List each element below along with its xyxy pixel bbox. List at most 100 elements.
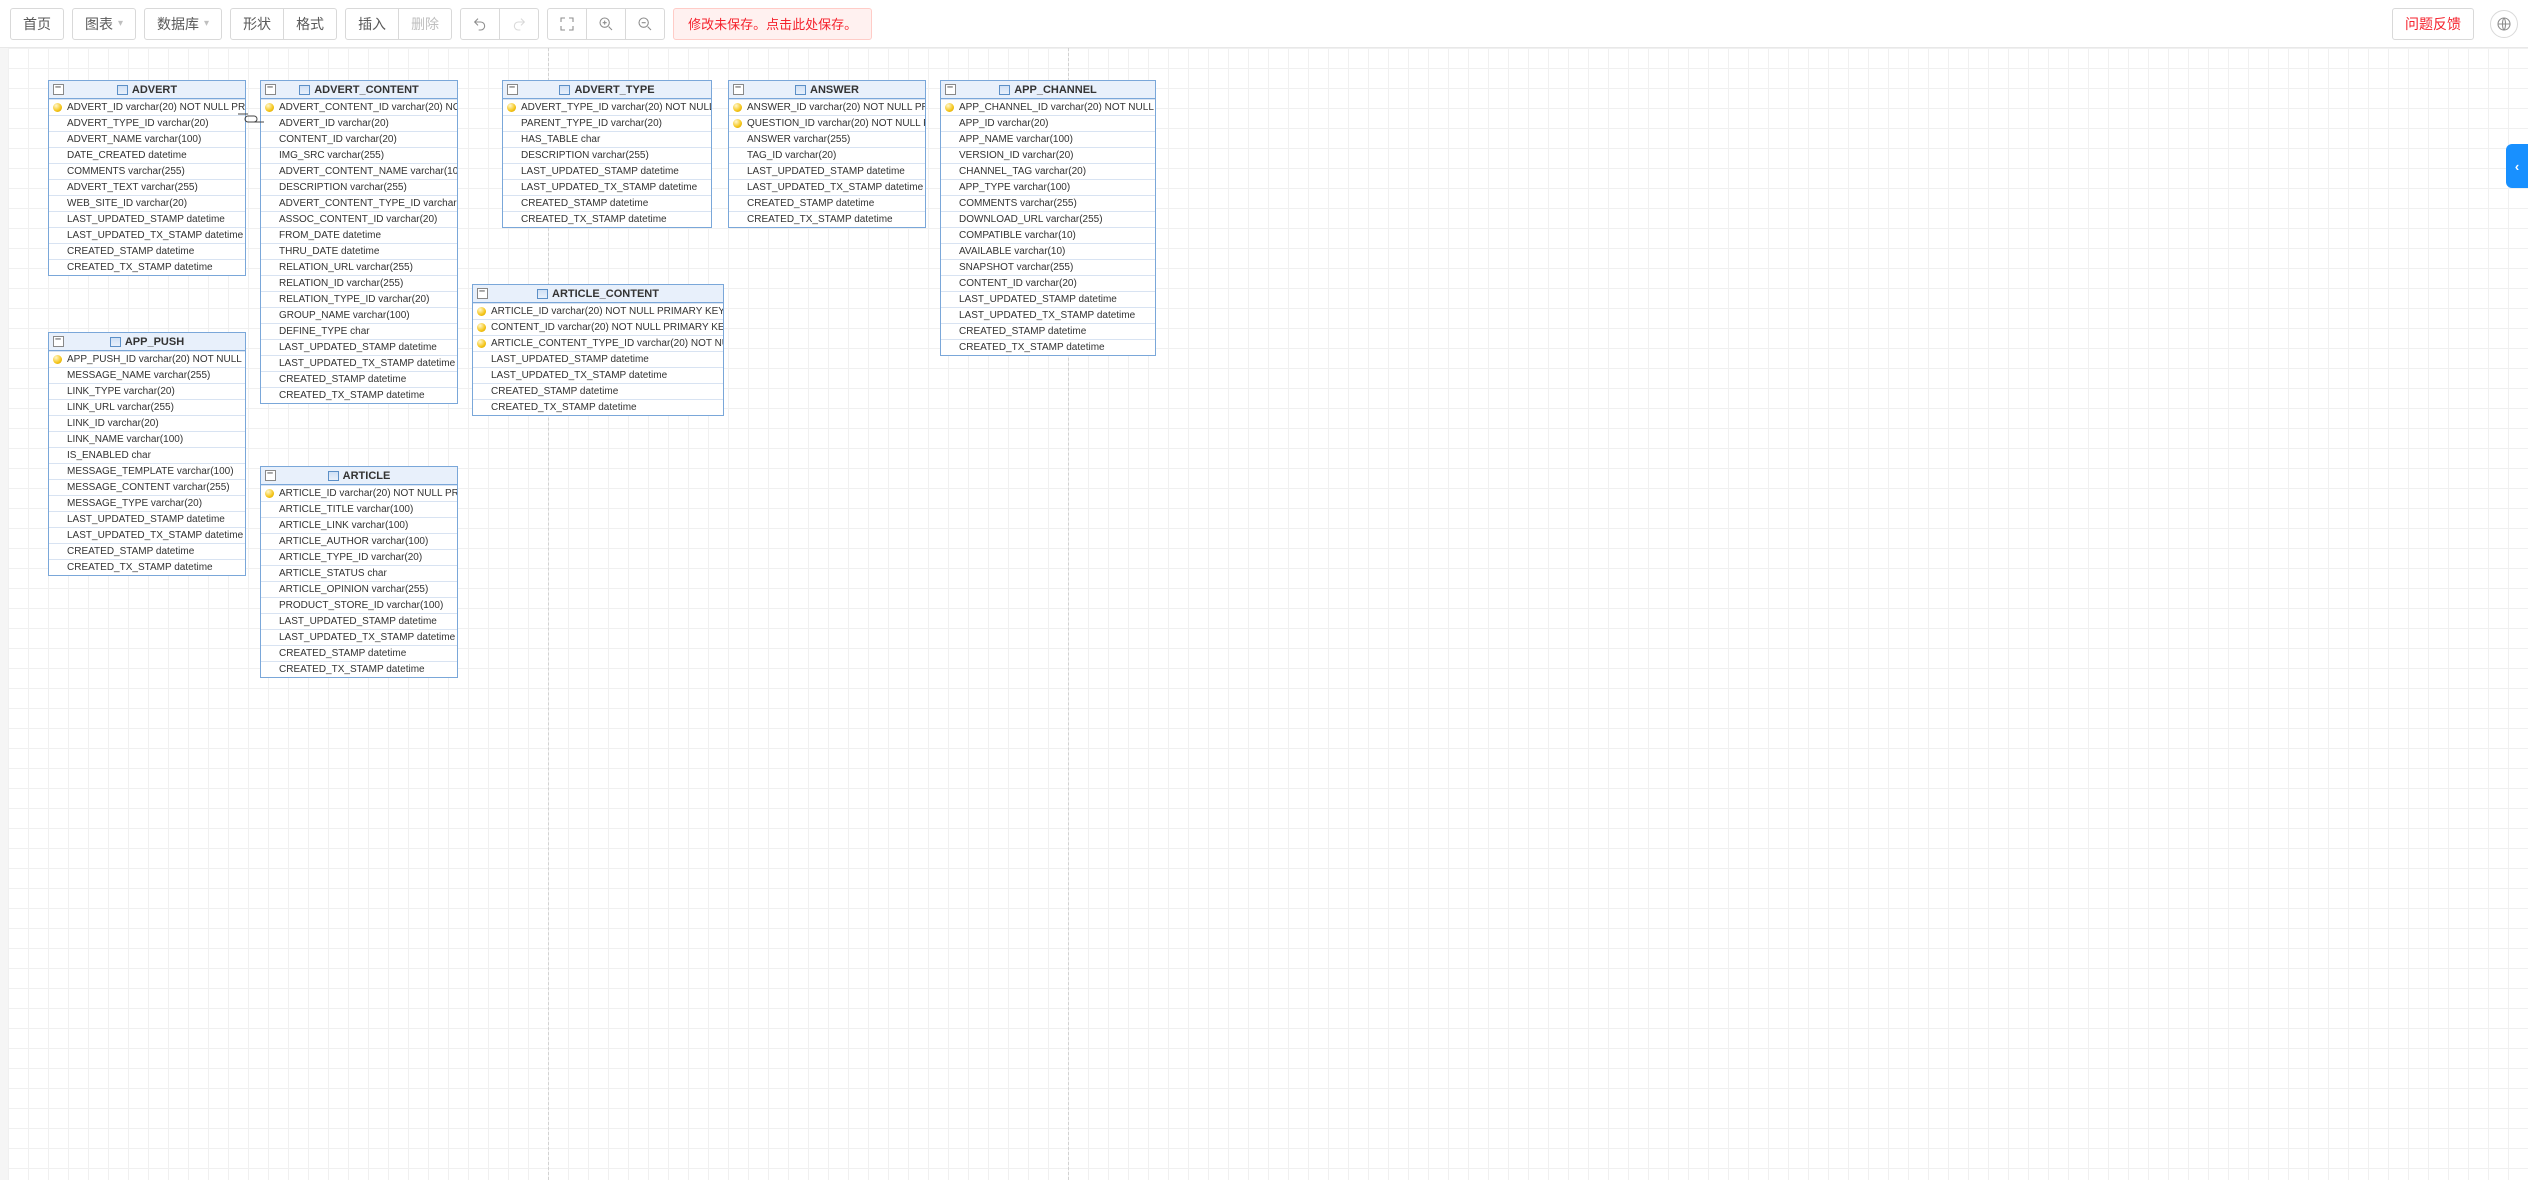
column-row[interactable]: ADVERT_TYPE_ID varchar(20) bbox=[49, 115, 245, 131]
column-row[interactable]: CREATED_STAMP datetime bbox=[473, 383, 723, 399]
column-row[interactable]: ADVERT_CONTENT_TYPE_ID varchar(20) bbox=[261, 195, 457, 211]
column-row[interactable]: CREATED_TX_STAMP datetime bbox=[261, 387, 457, 403]
column-row[interactable]: COMMENTS varchar(255) bbox=[49, 163, 245, 179]
column-row[interactable]: APP_CHANNEL_ID varchar(20) NOT NULL PRIM… bbox=[941, 99, 1155, 115]
canvas[interactable]: ADVERTADVERT_ID varchar(20) NOT NULL PRI… bbox=[0, 48, 2528, 1180]
column-row[interactable]: ADVERT_ID varchar(20) NOT NULL PRIMARY K… bbox=[49, 99, 245, 115]
column-row[interactable]: LAST_UPDATED_STAMP datetime bbox=[49, 211, 245, 227]
column-row[interactable]: IS_ENABLED char bbox=[49, 447, 245, 463]
column-row[interactable]: CREATED_TX_STAMP datetime bbox=[941, 339, 1155, 355]
column-row[interactable]: CREATED_STAMP datetime bbox=[941, 323, 1155, 339]
collapse-icon[interactable] bbox=[265, 470, 276, 481]
erd-table-advert[interactable]: ADVERTADVERT_ID varchar(20) NOT NULL PRI… bbox=[48, 80, 246, 276]
column-row[interactable]: ADVERT_CONTENT_ID varchar(20) NOT NULL P… bbox=[261, 99, 457, 115]
collapse-icon[interactable] bbox=[507, 84, 518, 95]
collapse-icon[interactable] bbox=[265, 84, 276, 95]
column-row[interactable]: CREATED_TX_STAMP datetime bbox=[261, 661, 457, 677]
erd-table-article[interactable]: ARTICLEARTICLE_ID varchar(20) NOT NULL P… bbox=[260, 466, 458, 678]
column-row[interactable]: LAST_UPDATED_STAMP datetime bbox=[261, 613, 457, 629]
collapse-icon[interactable] bbox=[53, 336, 64, 347]
column-row[interactable]: CREATED_TX_STAMP datetime bbox=[729, 211, 925, 227]
column-row[interactable]: DESCRIPTION varchar(255) bbox=[503, 147, 711, 163]
collapse-icon[interactable] bbox=[53, 84, 64, 95]
column-row[interactable]: ADVERT_NAME varchar(100) bbox=[49, 131, 245, 147]
column-row[interactable]: LAST_UPDATED_STAMP datetime bbox=[941, 291, 1155, 307]
zoom-out-button[interactable] bbox=[625, 8, 665, 40]
column-row[interactable]: LAST_UPDATED_STAMP datetime bbox=[473, 351, 723, 367]
column-row[interactable]: TAG_ID varchar(20) bbox=[729, 147, 925, 163]
column-row[interactable]: LINK_NAME varchar(100) bbox=[49, 431, 245, 447]
column-row[interactable]: MESSAGE_NAME varchar(255) bbox=[49, 367, 245, 383]
column-row[interactable]: LINK_URL varchar(255) bbox=[49, 399, 245, 415]
column-row[interactable]: LAST_UPDATED_TX_STAMP datetime bbox=[941, 307, 1155, 323]
column-row[interactable]: LAST_UPDATED_TX_STAMP datetime bbox=[49, 227, 245, 243]
erd-table-answer[interactable]: ANSWERANSWER_ID varchar(20) NOT NULL PRI… bbox=[728, 80, 926, 228]
column-row[interactable]: WEB_SITE_ID varchar(20) bbox=[49, 195, 245, 211]
column-row[interactable]: FROM_DATE datetime bbox=[261, 227, 457, 243]
column-row[interactable]: CREATED_STAMP datetime bbox=[261, 645, 457, 661]
erd-table-advert_type[interactable]: ADVERT_TYPEADVERT_TYPE_ID varchar(20) NO… bbox=[502, 80, 712, 228]
column-row[interactable]: CREATED_STAMP datetime bbox=[49, 243, 245, 259]
column-row[interactable]: CHANNEL_TAG varchar(20) bbox=[941, 163, 1155, 179]
column-row[interactable]: DESCRIPTION varchar(255) bbox=[261, 179, 457, 195]
column-row[interactable]: LAST_UPDATED_TX_STAMP datetime bbox=[473, 367, 723, 383]
column-row[interactable]: MESSAGE_TYPE varchar(20) bbox=[49, 495, 245, 511]
collapse-icon[interactable] bbox=[945, 84, 956, 95]
side-panel-toggle[interactable]: ‹ bbox=[2506, 144, 2528, 188]
table-header[interactable]: ANSWER bbox=[729, 81, 925, 99]
erd-table-article_content[interactable]: ARTICLE_CONTENTARTICLE_ID varchar(20) NO… bbox=[472, 284, 724, 416]
column-row[interactable]: ARTICLE_OPINION varchar(255) bbox=[261, 581, 457, 597]
column-row[interactable]: ASSOC_CONTENT_ID varchar(20) bbox=[261, 211, 457, 227]
column-row[interactable]: ARTICLE_TITLE varchar(100) bbox=[261, 501, 457, 517]
erd-table-app_push[interactable]: APP_PUSHAPP_PUSH_ID varchar(20) NOT NULL… bbox=[48, 332, 246, 576]
column-row[interactable]: PRODUCT_STORE_ID varchar(100) bbox=[261, 597, 457, 613]
column-row[interactable]: ARTICLE_STATUS char bbox=[261, 565, 457, 581]
column-row[interactable]: RELATION_ID varchar(255) bbox=[261, 275, 457, 291]
table-header[interactable]: ARTICLE bbox=[261, 467, 457, 485]
column-row[interactable]: LAST_UPDATED_STAMP datetime bbox=[261, 339, 457, 355]
column-row[interactable]: APP_TYPE varchar(100) bbox=[941, 179, 1155, 195]
column-row[interactable]: CONTENT_ID varchar(20) NOT NULL PRIMARY … bbox=[473, 319, 723, 335]
column-row[interactable]: ADVERT_TEXT varchar(255) bbox=[49, 179, 245, 195]
column-row[interactable]: QUESTION_ID varchar(20) NOT NULL PRIMARY… bbox=[729, 115, 925, 131]
column-row[interactable]: IMG_SRC varchar(255) bbox=[261, 147, 457, 163]
column-row[interactable]: LAST_UPDATED_STAMP datetime bbox=[729, 163, 925, 179]
column-row[interactable]: ADVERT_ID varchar(20) bbox=[261, 115, 457, 131]
table-header[interactable]: APP_CHANNEL bbox=[941, 81, 1155, 99]
fit-screen-button[interactable] bbox=[547, 8, 587, 40]
column-row[interactable]: LINK_ID varchar(20) bbox=[49, 415, 245, 431]
column-row[interactable]: ARTICLE_LINK varchar(100) bbox=[261, 517, 457, 533]
column-row[interactable]: LAST_UPDATED_TX_STAMP datetime bbox=[49, 527, 245, 543]
table-header[interactable]: ADVERT bbox=[49, 81, 245, 99]
erd-table-advert_content[interactable]: ADVERT_CONTENTADVERT_CONTENT_ID varchar(… bbox=[260, 80, 458, 404]
home-button[interactable]: 首页 bbox=[10, 8, 64, 40]
column-row[interactable]: SNAPSHOT varchar(255) bbox=[941, 259, 1155, 275]
zoom-in-button[interactable] bbox=[586, 8, 626, 40]
delete-button[interactable]: 删除 bbox=[398, 8, 452, 40]
feedback-button[interactable]: 问题反馈 bbox=[2392, 8, 2474, 40]
column-row[interactable]: ADVERT_CONTENT_NAME varchar(100) bbox=[261, 163, 457, 179]
undo-button[interactable] bbox=[460, 8, 500, 40]
format-button[interactable]: 格式 bbox=[283, 8, 337, 40]
column-row[interactable]: RELATION_URL varchar(255) bbox=[261, 259, 457, 275]
column-row[interactable]: ARTICLE_ID varchar(20) NOT NULL PRIMARY … bbox=[473, 303, 723, 319]
column-row[interactable]: APP_PUSH_ID varchar(20) NOT NULL PRIMARY… bbox=[49, 351, 245, 367]
column-row[interactable]: LAST_UPDATED_TX_STAMP datetime bbox=[261, 629, 457, 645]
column-row[interactable]: HAS_TABLE char bbox=[503, 131, 711, 147]
column-row[interactable]: DEFINE_TYPE char bbox=[261, 323, 457, 339]
column-row[interactable]: ARTICLE_ID varchar(20) NOT NULL PRIMARY … bbox=[261, 485, 457, 501]
table-header[interactable]: APP_PUSH bbox=[49, 333, 245, 351]
column-row[interactable]: APP_NAME varchar(100) bbox=[941, 131, 1155, 147]
column-row[interactable]: ARTICLE_CONTENT_TYPE_ID varchar(20) NOT … bbox=[473, 335, 723, 351]
column-row[interactable]: THRU_DATE datetime bbox=[261, 243, 457, 259]
column-row[interactable]: CREATED_TX_STAMP datetime bbox=[49, 259, 245, 275]
collapse-icon[interactable] bbox=[733, 84, 744, 95]
column-row[interactable]: VERSION_ID varchar(20) bbox=[941, 147, 1155, 163]
column-row[interactable]: RELATION_TYPE_ID varchar(20) bbox=[261, 291, 457, 307]
column-row[interactable]: AVAILABLE varchar(10) bbox=[941, 243, 1155, 259]
unsaved-notice[interactable]: 修改未保存。点击此处保存。 bbox=[673, 8, 872, 40]
column-row[interactable]: CREATED_STAMP datetime bbox=[729, 195, 925, 211]
column-row[interactable]: DOWNLOAD_URL varchar(255) bbox=[941, 211, 1155, 227]
language-button[interactable] bbox=[2490, 10, 2518, 38]
column-row[interactable]: COMPATIBLE varchar(10) bbox=[941, 227, 1155, 243]
